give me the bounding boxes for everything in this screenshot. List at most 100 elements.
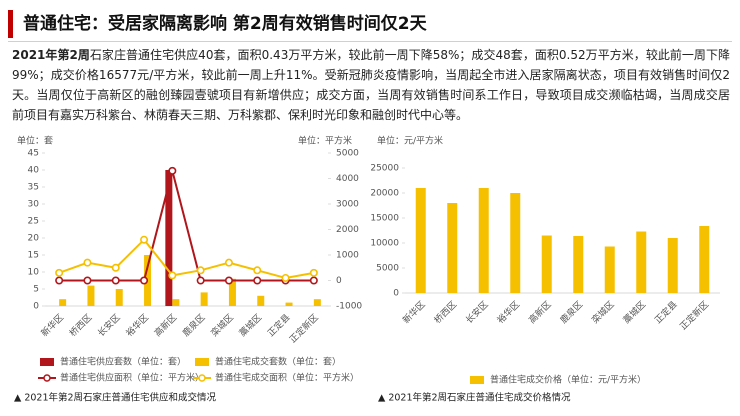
x-tick-label: 栾城区 [208, 311, 236, 339]
legend-swatch [195, 358, 209, 366]
y2-tick-label: 4000 [336, 174, 359, 184]
y-tick-label: 30 [28, 200, 40, 210]
x-tick-label: 高新区 [152, 311, 180, 339]
y-unit-label: 单位：套 [17, 135, 53, 147]
bar [172, 299, 180, 306]
y2-tick-label: 0 [336, 276, 342, 286]
y-tick-label: 5000 [376, 264, 399, 274]
bar [285, 302, 293, 306]
y-tick-label: 35 [28, 183, 39, 193]
chart-caption: ▲ 2021年第2周石家庄普通住宅成交价格情况 [378, 392, 571, 404]
y-tick-label: 20000 [370, 189, 399, 199]
legend-label: 普通住宅成交价格（单位：元/平方米） [490, 374, 646, 386]
y2-tick-label: -1000 [336, 302, 362, 312]
line-marker [224, 276, 233, 285]
line-marker [140, 276, 149, 285]
line-marker [111, 276, 120, 285]
x-tick-label: 正定县 [652, 298, 680, 326]
line-marker [253, 276, 262, 285]
bar [510, 193, 521, 293]
line-marker [55, 276, 64, 285]
y2-unit-label: 单位：平方米 [298, 135, 352, 147]
legend-swatch [40, 358, 54, 366]
x-tick-label: 鹿泉区 [558, 298, 586, 326]
y-tick-label: 10000 [370, 239, 399, 249]
bar [228, 278, 236, 306]
line-marker [55, 268, 64, 277]
x-tick-label: 栾城区 [589, 298, 617, 326]
paragraph-text: 石家庄普通住宅供应40套，面积0.43万平方米，较此前一周下降58%；成交48套… [12, 48, 730, 122]
legend-label: 普通住宅供应套数（单位：套） [60, 356, 186, 368]
y-unit-label: 单位：元/平方米 [377, 135, 443, 147]
x-tick-label: 鹿泉区 [180, 311, 208, 339]
y-tick-label: 25000 [370, 164, 399, 174]
line [59, 170, 314, 282]
x-tick-label: 桥西区 [432, 298, 460, 326]
line-marker [196, 276, 205, 285]
y2-tick-label: 3000 [336, 200, 359, 210]
line-marker [168, 166, 177, 175]
line-marker [281, 273, 290, 282]
line-marker [309, 268, 318, 277]
legend-marker [198, 374, 206, 382]
bar [636, 231, 647, 293]
y-tick-label: 10 [28, 268, 40, 278]
y-tick-label: 0 [33, 302, 39, 312]
summary-paragraph: 2021年第2周石家庄普通住宅供应40套，面积0.43万平方米，较此前一周下降5… [12, 45, 730, 125]
line [58, 238, 315, 279]
line-marker [140, 235, 149, 244]
bar [165, 170, 173, 306]
line-marker [83, 258, 92, 267]
bar [699, 226, 710, 293]
line-marker [196, 266, 205, 275]
line-marker [168, 271, 177, 280]
x-tick-label: 裕华区 [495, 298, 523, 326]
bar [257, 295, 265, 306]
x-tick-label: 正定新区 [287, 311, 321, 345]
legend-label: 普通住宅成交套数（单位：套） [215, 356, 341, 368]
x-tick-label: 藁城区 [237, 311, 265, 339]
bar [415, 188, 426, 293]
legend-marker [43, 374, 51, 382]
x-tick-label: 桥西区 [67, 311, 95, 339]
bar [200, 292, 208, 306]
y2-tick-label: 1000 [336, 251, 359, 261]
legend-label: 普通住宅成交面积（单位：平方米） [215, 372, 359, 384]
line-marker [309, 276, 318, 285]
legend-label: 普通住宅供应面积（单位：平方米） [60, 372, 204, 384]
bar [59, 299, 67, 306]
x-tick-label: 高新区 [526, 298, 554, 326]
x-tick-label: 裕华区 [123, 311, 151, 339]
y-tick-label: 0 [393, 289, 399, 299]
y-tick-label: 25 [28, 217, 39, 227]
bar [115, 289, 123, 306]
y-tick-label: 5 [33, 285, 39, 295]
bar [573, 236, 584, 293]
y2-tick-label: 2000 [336, 225, 359, 235]
y-tick-label: 15000 [370, 214, 399, 224]
y2-tick-label: 5000 [336, 149, 359, 159]
y-tick-label: 20 [28, 234, 40, 244]
line-marker [83, 276, 92, 285]
line-marker [111, 263, 120, 272]
line-marker [224, 258, 233, 267]
chart-caption: ▲ 2021年第2周石家庄普通住宅供应和成交情况 [14, 392, 217, 404]
bar [541, 235, 552, 293]
line-marker [253, 266, 262, 275]
y-tick-label: 45 [28, 149, 39, 159]
y-tick-label: 40 [28, 166, 40, 176]
bar [447, 203, 458, 293]
title-rule [8, 41, 732, 42]
bar [313, 299, 321, 306]
x-tick-label: 藁城区 [621, 298, 649, 326]
bar [604, 246, 615, 293]
paragraph-lead: 2021年第2周 [12, 48, 90, 62]
x-tick-label: 长安区 [95, 311, 123, 339]
legend-swatch [470, 376, 484, 384]
bar [87, 285, 95, 306]
bar [478, 188, 489, 293]
x-tick-label: 新华区 [400, 298, 428, 326]
y-tick-label: 15 [28, 251, 39, 261]
